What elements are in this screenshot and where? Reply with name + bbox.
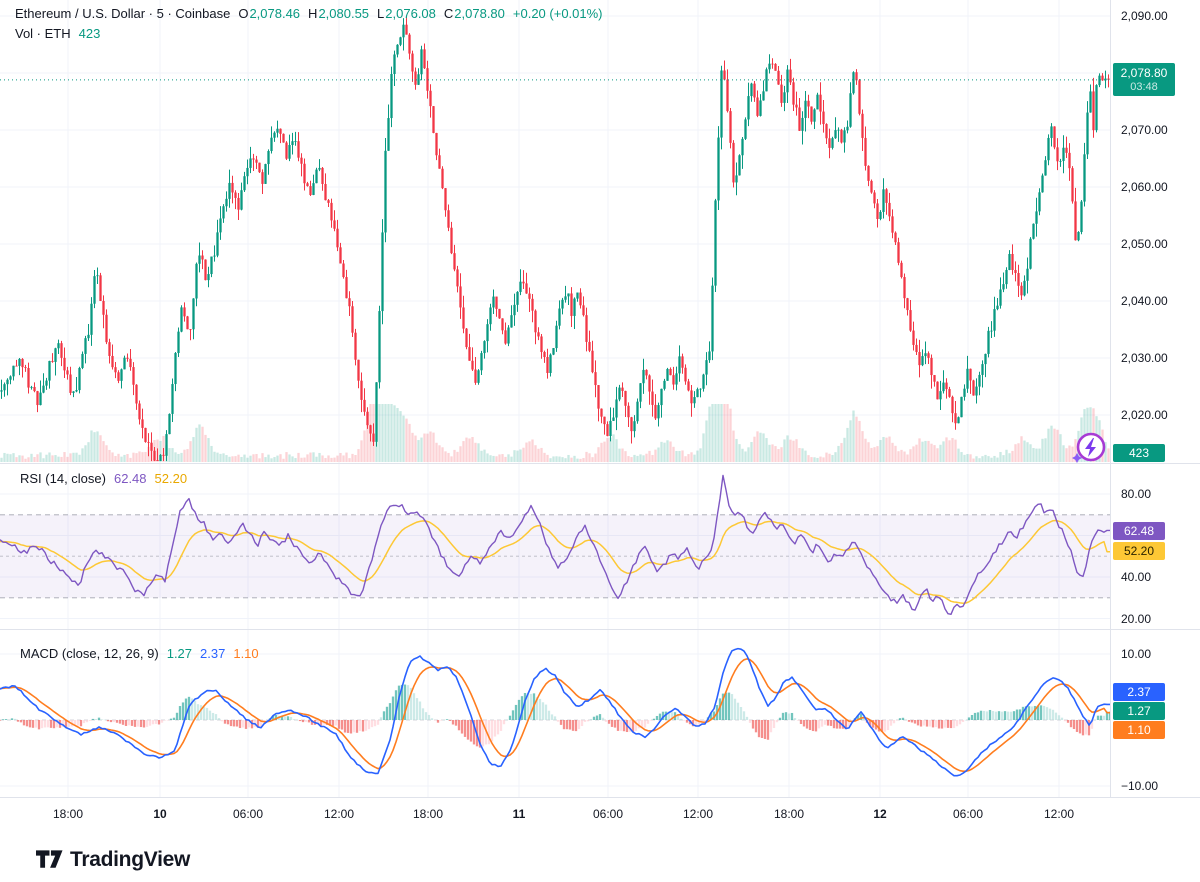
bar-countdown: 03:48 — [1130, 80, 1158, 93]
time-axis-label: 11 — [512, 807, 526, 821]
tradingview-logo[interactable]: TradingView — [36, 848, 190, 872]
time-axis-label: 10 — [153, 807, 167, 821]
price-axis-label: 2,060.00 — [1121, 180, 1168, 194]
price-axis-label: 2,070.00 — [1121, 123, 1168, 137]
ohlc-open: O 2,078.46 — [238, 6, 301, 21]
time-axis-label: 06:00 — [232, 807, 264, 821]
time-axis-label: 06:00 — [952, 807, 984, 821]
rsi-ma-value: 52.20 — [154, 471, 188, 486]
rsi-axis-badge: 62.48 — [1113, 522, 1165, 540]
ohlc-close: C 2,078.80 — [443, 6, 505, 21]
macd-title: MACD (close, 12, 26, 9) — [20, 646, 159, 661]
volume-value: 423 — [78, 26, 101, 41]
boost-flash-icon[interactable] — [1068, 427, 1110, 469]
price-axis-label: 2,020.00 — [1121, 408, 1168, 422]
rsi-axis-label: 40.00 — [1121, 570, 1152, 584]
time-axis-label: 12:00 — [682, 807, 714, 821]
time-axis-label: 06:00 — [592, 807, 624, 821]
macd-axis-label: 10.00 — [1121, 647, 1152, 661]
price-axis-label: 2,090.00 — [1121, 9, 1168, 23]
rsi-title: RSI (14, close) — [20, 471, 106, 486]
lightning-bolt-icon — [1085, 438, 1096, 457]
macd-signal-value: 1.10 — [233, 646, 259, 661]
rsi-axis-label: 20.00 — [1121, 611, 1152, 626]
rsi-ma-axis-badge: 52.20 — [1113, 542, 1165, 560]
time-axis-label: 12 — [873, 807, 887, 821]
ohlc-low: L 2,076.08 — [377, 6, 436, 21]
rsi-axis-label: 80.00 — [1121, 487, 1152, 501]
volume-axis-badge: 423 — [1113, 444, 1165, 462]
macd-signal-axis-badge: 1.10 — [1113, 721, 1165, 739]
time-axis-label: 18:00 — [773, 807, 805, 821]
price-change: +0.20 (+0.01%) — [512, 6, 603, 21]
time-axis[interactable]: 18:00 10 06:00 12:00 18:00 11 06:00 12:00 18:00 1… — [0, 797, 1200, 837]
price-axis-label: 2,050.00 — [1121, 237, 1168, 251]
rsi-value: 62.48 — [113, 471, 147, 486]
price-axis-border — [1110, 0, 1111, 797]
tradingview-logo-mark — [36, 850, 63, 868]
volume-label: Vol · ETH — [15, 26, 71, 41]
volume-legend[interactable]: Vol · ETH 423 — [15, 26, 100, 41]
price-axis-label: 2,040.00 — [1121, 294, 1168, 308]
sparkle-icon — [1072, 453, 1082, 463]
time-axis-label: 12:00 — [1043, 807, 1075, 821]
macd-axis-badge: 2.37 — [1113, 683, 1165, 701]
pane-divider-rsi-macd[interactable] — [0, 629, 1200, 630]
tradingview-logo-text: TradingView — [70, 848, 191, 871]
macd-hist-value: 1.27 — [166, 646, 193, 661]
time-axis-label: 18:00 — [52, 807, 84, 821]
time-axis-border — [0, 797, 1200, 798]
macd-legend[interactable]: MACD (close, 12, 26, 9) 1.27 2.37 1.10 — [20, 646, 259, 661]
macd-line-value: 2.37 — [200, 646, 226, 661]
rsi-legend[interactable]: RSI (14, close) 62.48 52.20 — [20, 471, 187, 486]
time-axis-label: 18:00 — [412, 807, 444, 821]
chart-canvas[interactable] — [0, 0, 1110, 797]
price-axis-label: 2,030.00 — [1121, 351, 1168, 365]
current-price-badge: 2,078.80 03:48 — [1113, 63, 1175, 96]
macd-hist-axis-badge: 1.27 — [1113, 702, 1165, 720]
time-axis-label: 12:00 — [323, 807, 355, 821]
ohlc-high: H 2,080.55 — [308, 6, 370, 21]
macd-axis-label: −10.00 — [1121, 779, 1159, 793]
pane-divider-main-rsi[interactable] — [0, 463, 1200, 464]
symbol-title: Ethereum / U.S. Dollar · 5 · Coinbase — [15, 6, 231, 21]
